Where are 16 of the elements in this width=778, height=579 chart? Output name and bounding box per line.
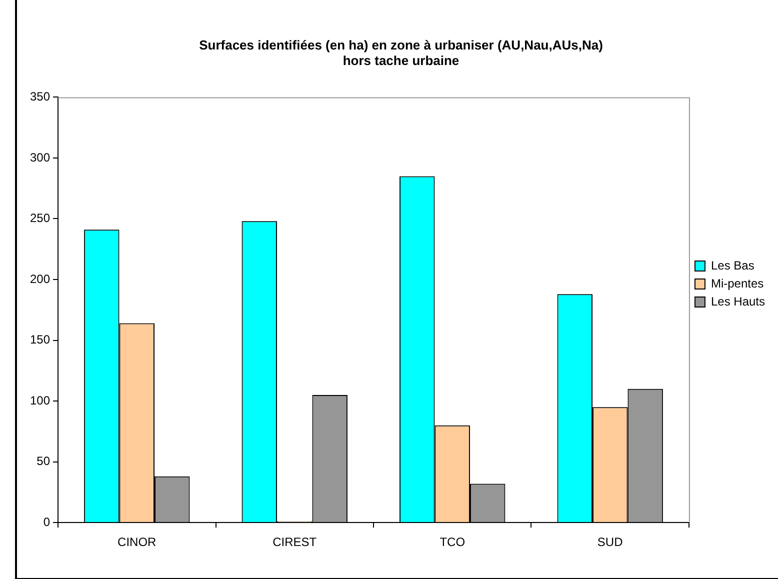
legend-label: Mi-pentes (710, 276, 764, 290)
y-tick-label: 50 (36, 454, 50, 468)
y-tick-label: 250 (30, 211, 50, 226)
legend-label: Les Hauts (710, 294, 765, 308)
x-tick-label: SUD (597, 535, 624, 550)
y-tick-label: 300 (30, 150, 50, 164)
x-tick-label: CINOR (118, 535, 157, 550)
y-tick-label: 150 (30, 332, 50, 347)
y-tick-label: 100 (30, 393, 50, 408)
x-tick-label: CIREST (272, 535, 318, 550)
chart-title: Surfaces identifiées (en ha) en zone à urbaniser (AU,Nau,AUs,Na) hors tache urbaine (199, 37, 603, 68)
y-tick-label: 200 (30, 272, 50, 286)
legend-label: Les Bas (710, 258, 754, 272)
y-tick-label: 0 (43, 514, 50, 529)
y-tick-label: 350 (30, 90, 50, 104)
x-tick-label: TCO (440, 535, 466, 550)
